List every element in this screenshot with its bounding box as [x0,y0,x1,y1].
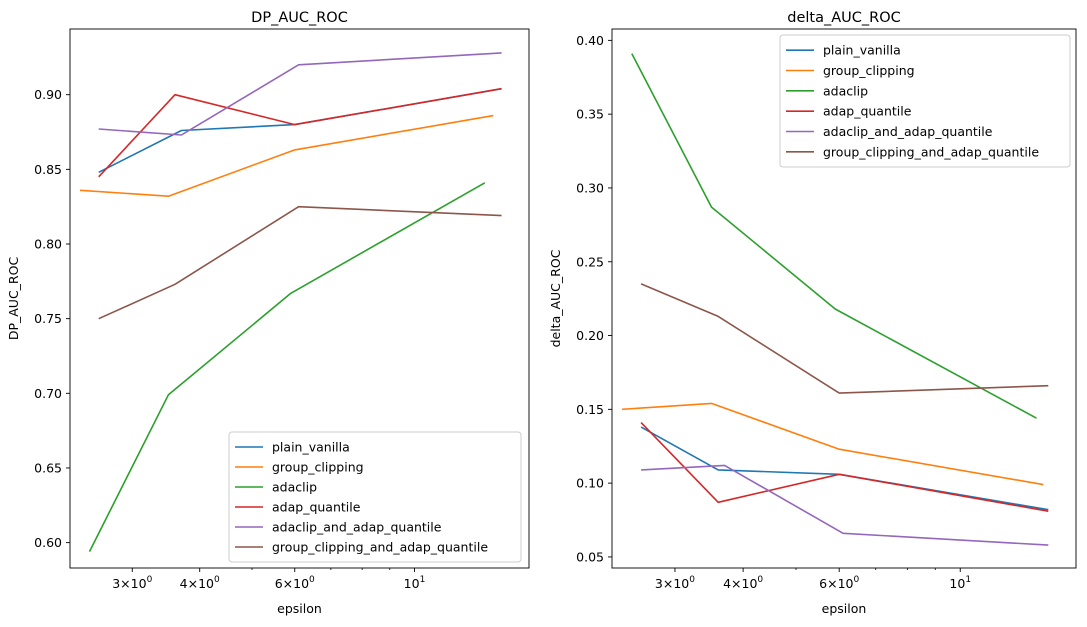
legend-entry: group_clipping [272,460,364,475]
x-tick-exponent: 1 [420,575,426,585]
x-tick-exponent: 0 [854,575,860,585]
x-tick-label: 3×100 [655,575,695,591]
y-tick-label: 0.65 [34,460,62,475]
legend-entry: group_clipping [823,63,915,78]
x-tick-label: 101 [949,575,971,591]
legend-entry: group_clipping_and_adap_quantile [823,144,1039,159]
x-tick-base: 4×10 [180,576,214,591]
x-tick-base: 10 [404,576,420,591]
x-tick-exponent: 0 [689,575,695,585]
series-line-group-clipping [622,402,1044,486]
y-tick-label: 0.30 [576,180,604,195]
y-tick-label: 0.25 [576,254,604,269]
x-tick-base: 10 [949,576,965,591]
series-line-adaclip-and-adap-quantile [641,464,1049,546]
x-tick-label: 3×100 [112,575,152,591]
y-tick-label: 0.05 [576,549,604,564]
y-tick-label: 0.70 [34,386,62,401]
y-tick-label: 0.90 [34,87,62,102]
x-tick-exponent: 0 [147,575,153,585]
y-tick-label: 0.20 [576,328,604,343]
x-tick-base: 6×10 [275,576,309,591]
x-tick-label: 4×100 [723,575,763,591]
x-tick-exponent: 0 [214,575,220,585]
legend-entry: adaclip_and_adap_quantile [823,124,993,139]
legend-entry: adaclip [272,480,317,495]
y-tick-label: 0.85 [34,162,62,177]
series-line-group-clipping [79,114,494,197]
y-axis-label: delta_AUC_ROC [548,249,563,347]
legend-entry: group_clipping_and_adap_quantile [272,540,488,555]
x-tick-label: 6×100 [275,575,315,591]
y-tick-label: 0.80 [34,237,62,252]
x-tick-exponent: 1 [965,575,971,585]
chart-title: DP_AUC_ROC [251,10,348,26]
series-line-adaclip-and-adap-quantile [98,52,502,136]
x-tick-base: 3×10 [655,576,689,591]
y-tick-label: 0.10 [576,476,604,491]
y-tick-label: 0.15 [576,402,604,417]
x-axis-label: epsilon [822,601,867,616]
x-tick-base: 4×10 [723,576,757,591]
series-line-adaclip [88,182,486,552]
x-tick-label: 4×100 [180,575,220,591]
legend-entry: adaclip_and_adap_quantile [272,520,442,535]
x-axis-label: epsilon [277,601,322,616]
x-tick-exponent: 0 [757,575,763,585]
x-tick-base: 6×10 [819,576,853,591]
series-line-plain-vanilla [98,87,502,174]
y-axis-label: DP_AUC_ROC [6,257,21,341]
x-tick-exponent: 0 [309,575,315,585]
series-line-plain-vanilla [640,426,1049,511]
series-line-adap-quantile [98,87,502,178]
y-tick-label: 0.60 [34,535,62,550]
series-line-group-clipping-and-adap-quantile [98,205,502,320]
x-tick-label: 6×100 [819,575,859,591]
legend-entry: plain_vanilla [823,43,901,58]
series-line-adap-quantile [640,422,1049,512]
plot-frame [611,28,1077,569]
legend-entry: plain_vanilla [272,440,350,455]
legend-entry: adap_quantile [823,104,912,119]
legend-entry: adap_quantile [272,500,361,515]
legend-entry: adaclip [823,83,868,98]
series-line-adaclip [631,53,1037,419]
series-line-group-clipping-and-adap-quantile [640,283,1049,394]
x-tick-base: 3×10 [112,576,146,591]
legend-frame [228,431,522,563]
plot-frame [69,28,530,569]
chart-title: delta_AUC_ROC [787,10,901,26]
y-tick-label: 0.75 [34,311,62,326]
y-tick-label: 0.40 [576,33,604,48]
y-tick-label: 0.35 [576,107,604,122]
x-tick-label: 101 [404,575,426,591]
legend-frame [779,34,1071,168]
